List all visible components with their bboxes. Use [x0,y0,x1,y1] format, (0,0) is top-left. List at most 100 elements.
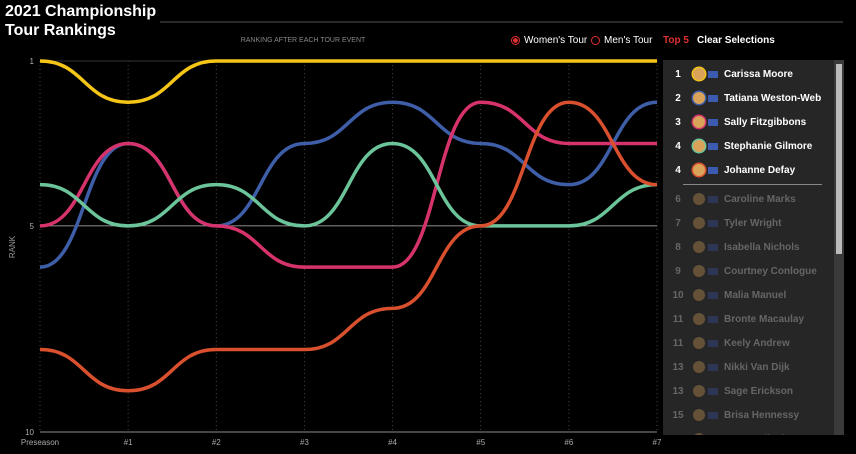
athlete-item[interactable]: 1 Carissa Moore [663,62,844,86]
rank: 3 [675,116,681,128]
avatar [693,217,705,229]
avatar [693,313,705,325]
x-tick-label: #3 [300,438,309,447]
athlete-item[interactable]: 15 Macy Callaghan [663,427,844,435]
avatar [693,68,705,80]
flag [708,142,718,150]
avatar [693,241,705,253]
athlete-item[interactable]: 9 Courtney Conlogue [663,259,844,283]
x-tick-label: #1 [124,438,133,447]
athlete-item[interactable]: 4 Stephanie Gilmore [663,134,844,158]
y-tick-label: 5 [30,222,35,231]
rank: 4 [675,164,681,176]
rank: 6 [675,193,681,205]
athlete-item[interactable]: 7 Tyler Wright [663,211,844,235]
x-tick-label: #6 [564,438,573,447]
flag [708,291,718,299]
athlete-name: Sally Fitzgibbons [724,116,807,128]
avatar [693,92,705,104]
avatar [693,164,705,176]
x-tick-label: Preseason [21,438,59,447]
flag [708,94,718,102]
athlete-name: Carissa Moore [724,68,793,80]
avatar [693,140,705,152]
series-line [39,100,658,393]
athlete-name: Isabella Nichols [724,241,800,253]
avatar [693,361,705,373]
athlete-name: Caroline Marks [724,193,796,205]
separator [683,184,822,185]
title: 2021 Championship Tour Rankings [5,3,157,39]
rank: 13 [672,385,684,397]
flag [708,363,718,371]
athlete-name: Brisa Hennessy [724,409,800,421]
flag [708,118,718,126]
athlete-name: Macy Callaghan [724,434,800,436]
athlete-name: Tyler Wright [724,217,782,229]
x-tick-label: #7 [653,438,662,447]
rank: 11 [672,337,684,349]
subtitle: RANKING AFTER EACH TOUR EVENT [241,37,366,44]
flag [708,411,718,419]
women-label: Women's Tour [524,35,588,46]
flag [708,267,718,275]
flag [708,387,718,395]
clear-button[interactable]: Clear Selections [697,35,775,46]
y-tick-label: 10 [25,428,34,437]
rank: 11 [672,313,684,325]
women-toggle[interactable]: Women's Tour [511,35,587,46]
y-label: RANK [8,235,17,258]
athlete-name: Keely Andrew [724,337,790,349]
avatar [693,289,705,301]
flag [708,195,718,203]
athlete-name: Stephanie Gilmore [724,140,813,152]
flag [708,315,718,323]
x-tick-label: #2 [212,438,221,447]
athlete-item[interactable]: 11 Keely Andrew [663,331,844,355]
athlete-item[interactable]: 4 Johanne Defay [663,158,844,182]
rank: 15 [663,434,693,436]
avatar [693,265,705,277]
rank: 7 [675,217,681,229]
flag [708,219,718,227]
rank: 8 [675,241,681,253]
y-tick-label: 1 [30,57,35,66]
athlete-list: 1 Carissa Moore 2 Tatiana Weston-Web 3 Sally … [663,60,844,435]
athlete-name: Courtney Conlogue [724,265,817,277]
avatar [693,433,705,435]
series-line [39,59,657,104]
athlete-name: Tatiana Weston-Web [724,92,822,104]
athlete-item[interactable]: 13 Nikki Van Dijk [663,355,844,379]
athlete-item[interactable]: 2 Tatiana Weston-Web [663,86,844,110]
men-toggle[interactable]: Men's Tour [591,35,652,46]
avatar [693,116,705,128]
top-button[interactable]: Top 5 [663,35,689,46]
avatar [693,409,705,421]
rank: 9 [675,265,681,277]
athlete-name: Johanne Defay [724,164,796,176]
athlete-item[interactable]: 6 Caroline Marks [663,187,844,211]
avatar [693,385,705,397]
rank: 13 [672,361,684,373]
x-tick-label: #4 [388,438,397,447]
flag [708,339,718,347]
scrollbar[interactable] [834,60,844,435]
rank: 10 [672,289,684,301]
series-line [39,141,658,228]
athlete-item[interactable]: 10 Malia Manuel [663,283,844,307]
athlete-item[interactable]: 13 Sage Erickson [663,379,844,403]
flag [708,243,718,251]
rank: 2 [675,92,681,104]
athlete-name: Bronte Macaulay [724,313,805,325]
athlete-item[interactable]: 8 Isabella Nichols [663,235,844,259]
athlete-item[interactable]: 11 Bronte Macaulay [663,307,844,331]
avatar [693,193,705,205]
flag [708,70,718,78]
rank: 1 [675,68,681,80]
athlete-item[interactable]: 3 Sally Fitzgibbons [663,110,844,134]
athlete-name: Nikki Van Dijk [724,361,790,373]
x-tick-label: #5 [476,438,485,447]
athlete-item[interactable]: 15 Brisa Hennessy [663,403,844,427]
